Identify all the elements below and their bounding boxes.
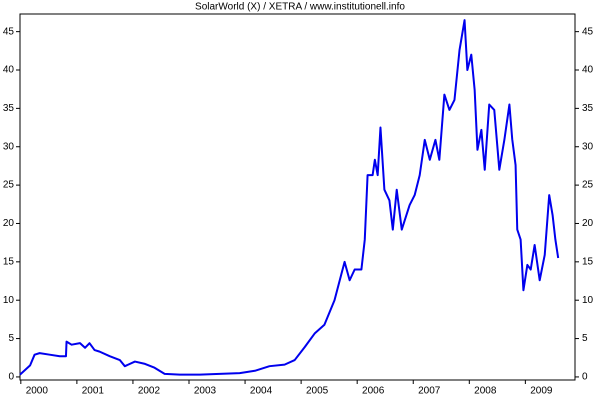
y-tick-label: 5: [8, 333, 14, 344]
y2-tick-label: 25: [582, 180, 594, 191]
y-tick-label: 30: [3, 141, 15, 152]
x-tick-label: 2009: [530, 386, 553, 397]
y-tick-label: 20: [3, 218, 15, 229]
y-tick-label: 10: [3, 295, 15, 306]
y2-tick-label: 10: [582, 295, 594, 306]
y2-tick-label: 15: [582, 256, 594, 267]
y2-tick-label: 35: [582, 103, 594, 114]
y-tick-label: 35: [3, 103, 15, 114]
y-tick-label: 40: [3, 65, 15, 76]
chart-title: SolarWorld (X) / XETRA / www.institution…: [195, 2, 405, 13]
x-tick-label: 2001: [82, 386, 105, 397]
y-tick-label: 15: [3, 256, 15, 267]
y2-tick-label: 5: [582, 333, 588, 344]
x-tick-label: 2007: [418, 386, 441, 397]
plot-frame: [19, 13, 576, 381]
y2-tick-label: 40: [582, 65, 594, 76]
y2-tick-label: 45: [582, 26, 594, 37]
x-tick-label: 2003: [194, 386, 217, 397]
y-tick-label: 25: [3, 180, 15, 191]
x-tick-label: 2004: [250, 386, 273, 397]
x-tick-label: 2006: [362, 386, 385, 397]
price-line: [19, 19, 560, 376]
y2-tick-label: 20: [582, 218, 594, 229]
y2-tick-label: 0: [582, 372, 588, 383]
y-tick-label: 45: [3, 26, 15, 37]
x-tick-label: 2005: [306, 386, 329, 397]
y-tick-label: 0: [8, 372, 14, 383]
x-tick-label: 2000: [26, 386, 49, 397]
x-tick-label: 2002: [138, 386, 161, 397]
y2-tick-label: 30: [582, 141, 594, 152]
x-tick-label: 2008: [474, 386, 497, 397]
